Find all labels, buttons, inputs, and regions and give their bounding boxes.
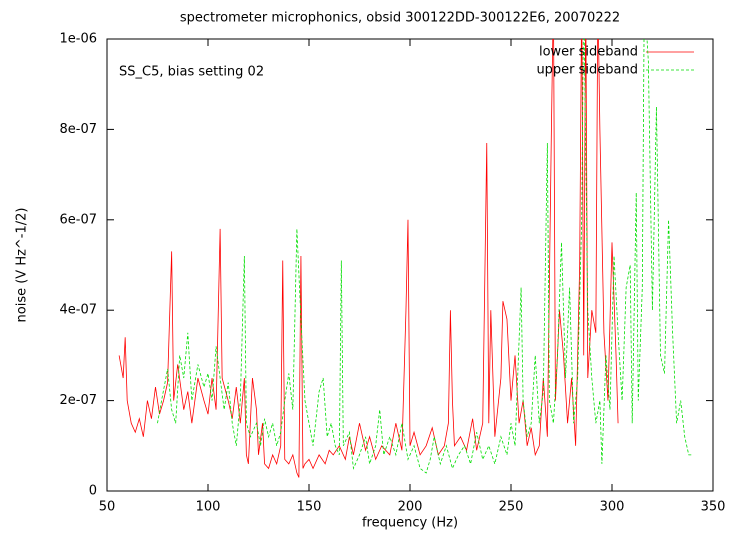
y-tick-label: 1e-06 bbox=[59, 32, 97, 47]
legend-label: lower sideband bbox=[539, 45, 638, 60]
x-tick-label: 150 bbox=[297, 500, 322, 515]
x-tick-label: 200 bbox=[398, 500, 423, 515]
y-tick-label: 0 bbox=[89, 484, 97, 499]
y-axis-label: noise (V Hz^-1/2) bbox=[15, 208, 30, 323]
x-tick-label: 350 bbox=[701, 500, 726, 515]
x-tick-label: 250 bbox=[499, 500, 524, 515]
series-line bbox=[157, 39, 693, 474]
legend-label: upper sideband bbox=[536, 63, 638, 78]
series-line bbox=[118, 39, 619, 478]
x-tick-label: 50 bbox=[99, 500, 116, 515]
x-tick-label: 100 bbox=[196, 500, 221, 515]
x-tick-label: 300 bbox=[600, 500, 625, 515]
y-tick-label: 6e-07 bbox=[59, 212, 97, 227]
chart-title: spectrometer microphonics, obsid 300122D… bbox=[180, 11, 620, 26]
y-tick-label: 4e-07 bbox=[59, 303, 97, 318]
x-axis-label: frequency (Hz) bbox=[362, 516, 458, 531]
y-tick-label: 8e-07 bbox=[59, 122, 97, 137]
annotation: SS_C5, bias setting 02 bbox=[119, 65, 264, 80]
y-tick-label: 2e-07 bbox=[59, 393, 97, 408]
